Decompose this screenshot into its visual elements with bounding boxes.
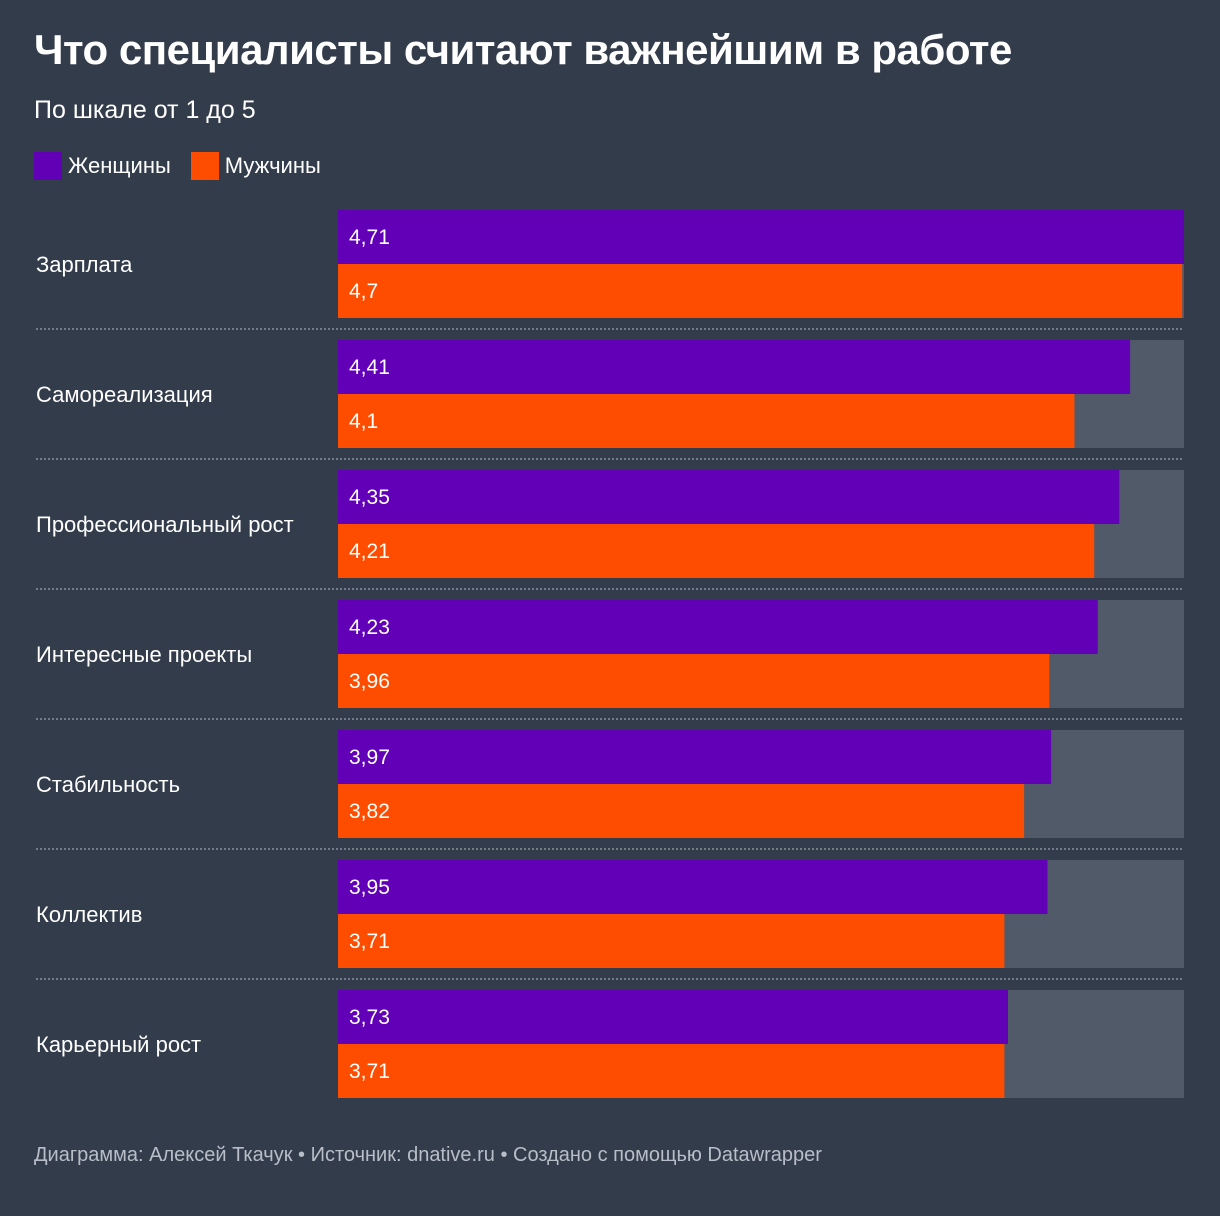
- bar-women: [338, 600, 1098, 654]
- value-label: 3,73: [349, 1006, 390, 1029]
- bar-women: [338, 990, 1008, 1044]
- legend-swatch-men: [190, 152, 219, 180]
- legend-swatch-women: [34, 152, 62, 180]
- bar-men: [338, 784, 1025, 838]
- value-label: 3,96: [349, 670, 390, 693]
- chart-subtitle: По шкале от 1 до 5: [34, 96, 256, 124]
- value-label: 3,95: [349, 876, 390, 899]
- bar-men: [338, 524, 1095, 578]
- value-label: 3,71: [349, 930, 390, 953]
- bar-men: [338, 264, 1183, 318]
- value-label: 4,41: [349, 356, 390, 379]
- category-label: Профессиональный рост: [36, 512, 294, 537]
- legend: Женщины Мужчины: [34, 152, 341, 180]
- category-label: Карьерный рост: [36, 1032, 201, 1057]
- bar-men: [338, 914, 1005, 968]
- value-label: 4,23: [349, 616, 390, 639]
- category-label: Интересные проекты: [36, 642, 252, 667]
- legend-item-women: Женщины: [34, 152, 171, 180]
- category-label: Стабильность: [36, 772, 180, 797]
- bar-women: [338, 730, 1052, 784]
- value-label: 3,71: [349, 1060, 390, 1083]
- category-label: Зарплата: [36, 252, 133, 277]
- bar-women: [338, 210, 1184, 264]
- bar-men: [338, 654, 1050, 708]
- bar-women: [338, 340, 1131, 394]
- bar-women: [338, 860, 1048, 914]
- value-label: 3,82: [349, 800, 390, 823]
- legend-item-men: Мужчины: [190, 152, 321, 180]
- value-label: 4,35: [349, 486, 390, 509]
- bar-men: [338, 1044, 1005, 1098]
- value-label: 4,1: [349, 410, 378, 433]
- bar-women: [338, 470, 1120, 524]
- chart-title: Что специалисты считают важнейшим в рабо…: [34, 26, 1012, 73]
- value-label: 4,71: [349, 226, 390, 249]
- value-label: 4,21: [349, 540, 390, 563]
- value-label: 4,7: [349, 280, 378, 303]
- category-label: Самореализация: [36, 382, 213, 407]
- footer-credits: Диаграмма: Алексей Ткачук • Источник: dn…: [34, 1144, 822, 1166]
- legend-label-men: Мужчины: [224, 153, 321, 178]
- category-label: Коллектив: [36, 902, 142, 927]
- legend-label-women: Женщины: [68, 153, 171, 178]
- value-label: 3,97: [349, 746, 390, 769]
- bar-men: [338, 394, 1075, 448]
